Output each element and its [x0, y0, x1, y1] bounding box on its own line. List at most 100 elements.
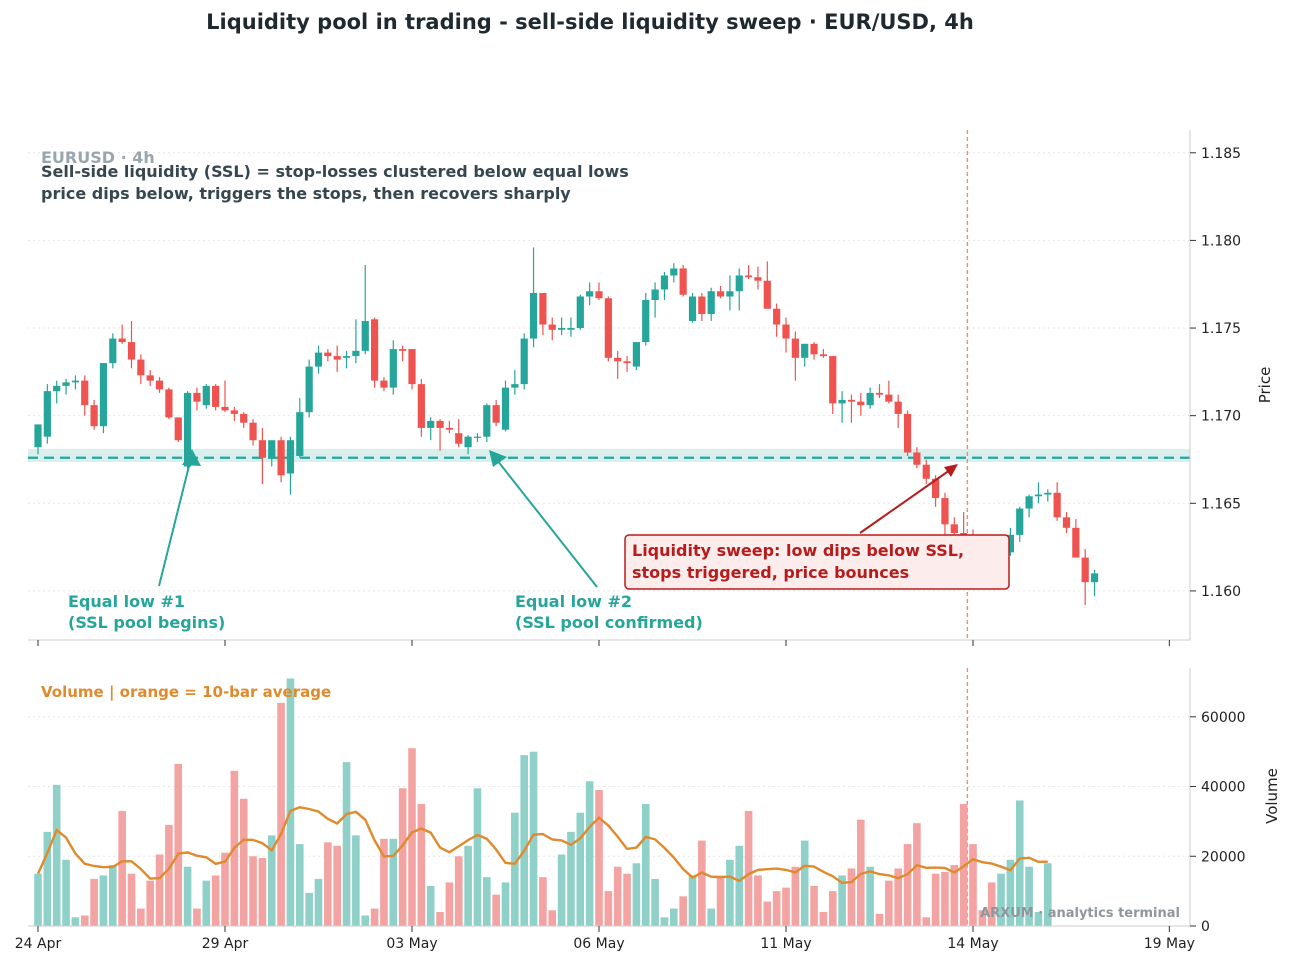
volume-bar [380, 838, 388, 926]
candle [221, 380, 229, 413]
candle-body [623, 361, 631, 364]
candle [109, 333, 117, 369]
volume-bar [978, 910, 987, 926]
price-y-tick-label: 1.170 [1201, 409, 1241, 425]
volume-bar [782, 887, 790, 926]
candle [1072, 519, 1080, 558]
volume-bar [183, 866, 192, 926]
candle [838, 391, 846, 423]
candle-body [258, 440, 266, 458]
candle-body [810, 343, 818, 355]
volume-axis-label: Volume [1263, 768, 1281, 824]
candle-body [707, 291, 715, 315]
volume-bar [987, 882, 996, 926]
volume-bar [211, 875, 220, 926]
volume-bar [931, 873, 940, 926]
volume-bar [165, 824, 173, 926]
candle [501, 380, 510, 432]
candle-body [558, 328, 566, 330]
candle [212, 384, 220, 411]
candle [1081, 548, 1089, 605]
candle-body [137, 359, 145, 376]
candle-body [857, 401, 865, 406]
volume-bar [408, 748, 416, 926]
volume-bar [454, 856, 463, 926]
candle [81, 375, 89, 416]
volume-bar [660, 917, 669, 926]
candle [782, 317, 790, 353]
candle [623, 356, 631, 372]
candle-body [595, 291, 603, 299]
candle-body [866, 392, 874, 406]
note-line-2: price dips below, triggers the stops, th… [41, 184, 571, 203]
price-y-tick-label: 1.165 [1201, 496, 1241, 512]
candle-body [1016, 508, 1024, 535]
x-tick-label: 11 May [760, 936, 811, 952]
candle-body [698, 296, 706, 315]
volume-bar [679, 896, 687, 926]
candle-body [305, 366, 313, 413]
eq2-arrowhead [489, 450, 507, 467]
candle-body [745, 275, 753, 278]
candle-body [53, 385, 61, 392]
candle [230, 406, 238, 421]
candle [268, 440, 276, 467]
candle [670, 263, 678, 283]
candle-body [71, 380, 79, 383]
candle-body [838, 399, 846, 404]
candle-body [1034, 494, 1043, 497]
volume-bar [604, 891, 613, 926]
candle-body [716, 291, 725, 297]
volume-bar [641, 803, 650, 926]
candle [857, 392, 865, 416]
candle [716, 285, 725, 299]
volume-bar [1015, 800, 1024, 926]
volume-bar [688, 875, 697, 926]
candle [258, 427, 266, 485]
candle [1025, 494, 1033, 518]
candle [1016, 506, 1024, 542]
candle [127, 321, 136, 369]
candle [324, 349, 332, 362]
x-tick-label: 14 May [947, 936, 998, 952]
candle-body [62, 382, 70, 386]
candle [773, 303, 781, 337]
candle [445, 420, 453, 434]
volume-y-tick-label: 60000 [1201, 710, 1246, 726]
volume-bar [62, 859, 70, 926]
eq2-label-line-2: (SSL pool confirmed) [515, 613, 703, 632]
candle [922, 459, 930, 485]
price-y-tick-label: 1.185 [1201, 146, 1241, 162]
candle [202, 384, 210, 409]
volume-y-tick-label: 40000 [1201, 780, 1246, 796]
candle-body [436, 420, 444, 428]
candle [417, 378, 425, 437]
volume-bar [258, 858, 267, 926]
candle [529, 247, 538, 348]
candle-body [445, 427, 453, 430]
volume-bar [221, 852, 229, 926]
volume-bar [511, 812, 519, 926]
candle-body [875, 392, 884, 395]
candle-body [352, 350, 360, 357]
volume-bar [483, 877, 491, 926]
candle [90, 399, 98, 430]
candle-body [324, 352, 332, 357]
volume-bar [595, 790, 603, 926]
x-tick-label: 19 May [1144, 936, 1195, 952]
volume-bar [90, 878, 98, 926]
candle [1090, 569, 1099, 597]
candle-body [371, 319, 379, 381]
volume-bar [791, 866, 800, 926]
candle [763, 261, 771, 309]
volume-bar [155, 854, 164, 926]
candle-body [735, 275, 743, 292]
candle [614, 350, 622, 379]
candle [408, 349, 416, 390]
candle-body [903, 413, 912, 453]
candle [333, 345, 341, 372]
price-panel: 1.160 1.165 1.170 1.175 1.180 1.185 Price EUR… [28, 130, 1274, 646]
candle-body [1062, 517, 1071, 528]
candle-body [932, 478, 940, 499]
candle-body [286, 440, 295, 474]
